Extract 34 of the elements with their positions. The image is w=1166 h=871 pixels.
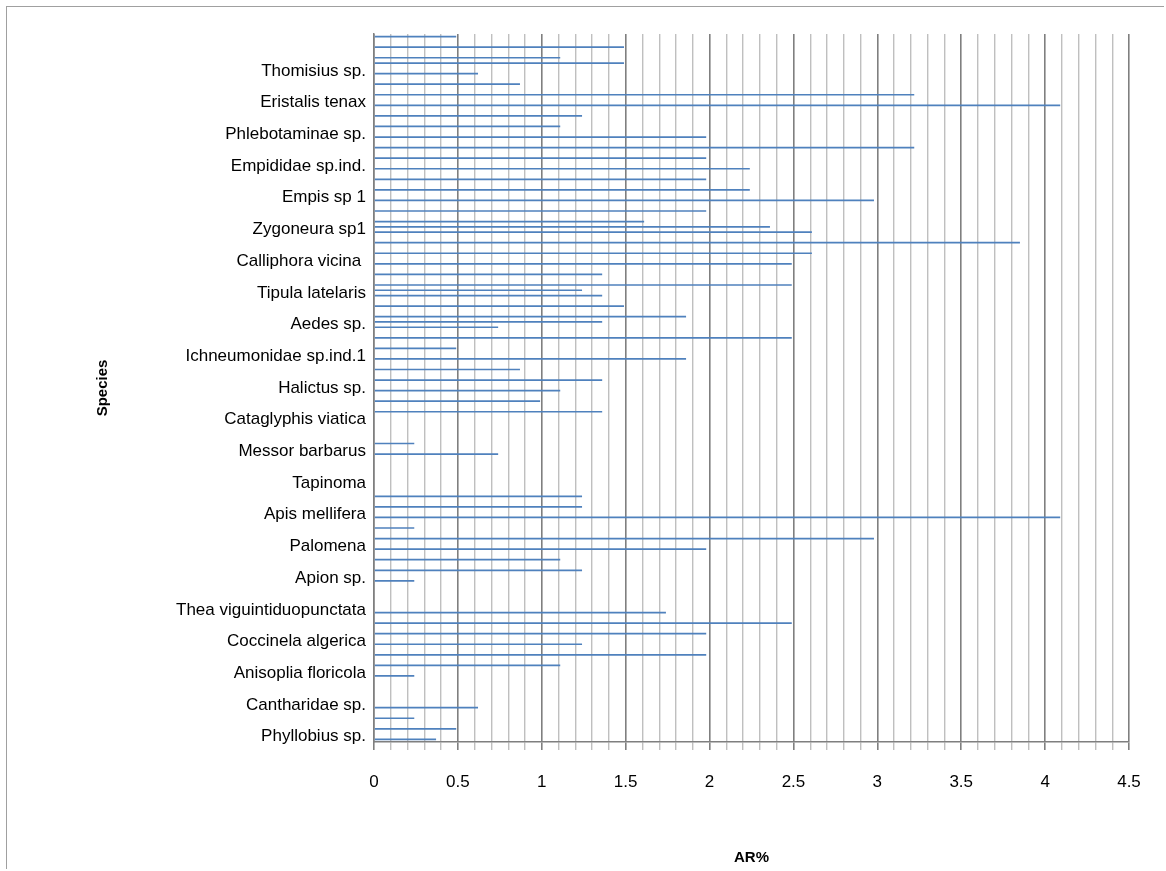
y-tick-label: Ichneumonidae sp.ind.1 xyxy=(185,345,366,365)
y-tick-label: Tapinoma xyxy=(292,472,367,492)
y-tick-label: Apis mellifera xyxy=(263,504,367,524)
y-tick-label: Palomena xyxy=(289,536,367,556)
y-tick-label: Messor barbarus xyxy=(238,441,366,461)
x-tick-label: 4.5 xyxy=(1117,771,1141,791)
y-tick-label: Phlebotaminae sp. xyxy=(225,124,366,144)
y-tick-label: Aedes sp. xyxy=(290,314,366,334)
x-tick-label: 1.5 xyxy=(613,771,638,791)
x-axis-title: AR% xyxy=(733,848,770,866)
x-tick-label: 1 xyxy=(537,771,547,791)
x-tick-label: 3 xyxy=(872,771,883,791)
x-tick-label: 0 xyxy=(369,771,379,791)
y-axis-title: Species xyxy=(93,359,111,417)
y-tick-label: Coccinela algerica xyxy=(227,631,367,651)
y-tick-label: Thomisius sp. xyxy=(261,60,366,80)
x-tick-label: 2 xyxy=(704,771,715,791)
y-tick-label: Zygoneura sp1 xyxy=(252,219,366,239)
y-tick-label: Empididae sp.ind. xyxy=(230,155,366,175)
y-tick-label: Tipula latelaris xyxy=(257,282,366,302)
y-tick-label: Apion sp. xyxy=(295,567,366,587)
y-tick-label: Eristalis tenax xyxy=(260,92,367,112)
y-tick-label: Cantharidae sp. xyxy=(245,694,366,714)
y-tick-label: Anisoplia floricola xyxy=(233,663,367,682)
y-tick-label: Phyllobius sp. xyxy=(261,726,366,746)
x-tick-label: 2.5 xyxy=(781,771,806,791)
y-tick-label: Empis sp 1 xyxy=(281,187,366,207)
x-tick-label: 0.5 xyxy=(446,771,470,791)
x-tick-label: 3.5 xyxy=(949,771,974,791)
y-tick-label: Calliphora vicina xyxy=(236,250,366,270)
y-tick-label: Thea viguintiduopunctata xyxy=(176,599,367,619)
x-tick-label: 4 xyxy=(1040,771,1050,791)
y-tick-label: Cataglyphis viatica xyxy=(224,409,367,429)
y-tick-label: Halictus sp. xyxy=(278,377,366,397)
